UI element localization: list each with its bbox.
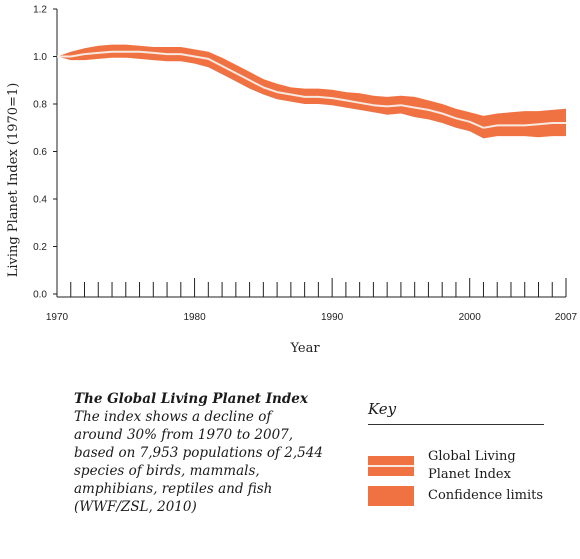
- confidence-band: [57, 44, 566, 139]
- figure-caption: The Global Living Planet Index The index…: [74, 390, 324, 516]
- y-tick-label: 0.4: [33, 195, 47, 206]
- y-tick-label: 0.0: [33, 290, 47, 301]
- x-tick-label: 2007: [555, 312, 578, 323]
- axes: 0.0 0.2 0.4 0.6 0.8 1.0 1.2 1970 1980 1990 2000 200…: [33, 5, 577, 324]
- y-axis-label: Living Planet Index (1970=1): [6, 83, 21, 278]
- index-line: [57, 50, 566, 129]
- x-tick-label: 2000: [459, 312, 482, 323]
- y-tick-label: 1.2: [33, 5, 47, 16]
- x-tick-label: 1990: [321, 312, 344, 323]
- key-legend: Key Global Living Planet Index Confidenc…: [368, 400, 544, 506]
- key-item-index: Global Living Planet Index: [368, 448, 538, 484]
- y-tick-label: 0.6: [33, 147, 47, 158]
- x-tick-label: 1980: [183, 312, 206, 323]
- living-planet-index-chart: 0.0 0.2 0.4 0.6 0.8 1.0 1.2 1970 1980 1990 2000 200…: [6, 5, 578, 357]
- caption-body: The index shows a decline of around 30% …: [74, 409, 323, 515]
- y-tick-label: 0.8: [33, 100, 47, 111]
- caption-title: The Global Living Planet Index: [74, 391, 308, 407]
- x-axis-label: Year: [289, 341, 320, 356]
- band-swatch-icon: [368, 486, 414, 506]
- key-item-index-label: Global Living Planet Index: [428, 449, 516, 482]
- band-with-line-swatch-icon: [368, 456, 414, 476]
- key-item-confidence-label: Confidence limits: [428, 488, 544, 503]
- y-tick-label: 1.0: [33, 52, 47, 63]
- x-tick-label: 1970: [46, 312, 69, 323]
- plot-area: [57, 44, 566, 139]
- y-tick-label: 0.2: [33, 242, 47, 253]
- key-item-confidence: Confidence limits: [368, 486, 543, 506]
- key-title: Key: [368, 400, 544, 425]
